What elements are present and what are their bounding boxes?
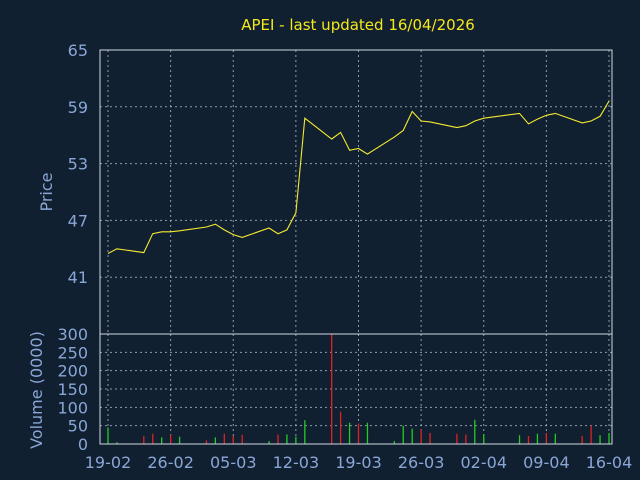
x-tick: 19-02 xyxy=(85,453,132,472)
x-tick: 12-03 xyxy=(273,453,320,472)
volume-y-tick: 100 xyxy=(57,398,88,417)
price-y-tick: 47 xyxy=(68,211,88,230)
volume-frame xyxy=(99,333,613,445)
volume-axis-label: Volume (0000) xyxy=(27,331,46,449)
price-y-tick: 53 xyxy=(68,155,88,174)
x-tick: 16-04 xyxy=(586,453,633,472)
volume-y-tick: 0 xyxy=(78,435,88,454)
x-tick-labels: 19-02 26-02 05-03 12-03 19-03 26-03 02-04 09-04… xyxy=(85,453,633,472)
price-y-tick-labels: 65 59 53 47 41 xyxy=(68,41,88,287)
volume-y-tick: 250 xyxy=(57,343,88,362)
chart-title: APEI - last updated 16/04/2026 xyxy=(241,16,475,34)
price-y-tick: 65 xyxy=(68,41,88,60)
x-tick: 05-03 xyxy=(210,453,257,472)
x-tick: 26-02 xyxy=(147,453,194,472)
volume-gridlines xyxy=(100,333,612,445)
x-tick: 02-04 xyxy=(461,453,508,472)
x-tick: 26-03 xyxy=(398,453,445,472)
price-frame xyxy=(99,49,613,335)
price-gridlines xyxy=(100,49,612,334)
volume-bars xyxy=(107,334,610,444)
volume-y-tick: 150 xyxy=(57,380,88,399)
volume-y-tick: 200 xyxy=(57,362,88,381)
x-tick: 09-04 xyxy=(523,453,570,472)
x-tick: 19-03 xyxy=(335,453,382,472)
price-panel: 65 59 53 47 41 Price xyxy=(37,41,613,335)
price-y-tick: 41 xyxy=(68,268,88,287)
price-series-line xyxy=(107,100,610,254)
price-axis-label: Price xyxy=(37,172,56,211)
volume-y-tick: 50 xyxy=(68,417,88,436)
price-y-tick: 59 xyxy=(68,98,88,117)
volume-y-tick: 300 xyxy=(57,325,88,344)
